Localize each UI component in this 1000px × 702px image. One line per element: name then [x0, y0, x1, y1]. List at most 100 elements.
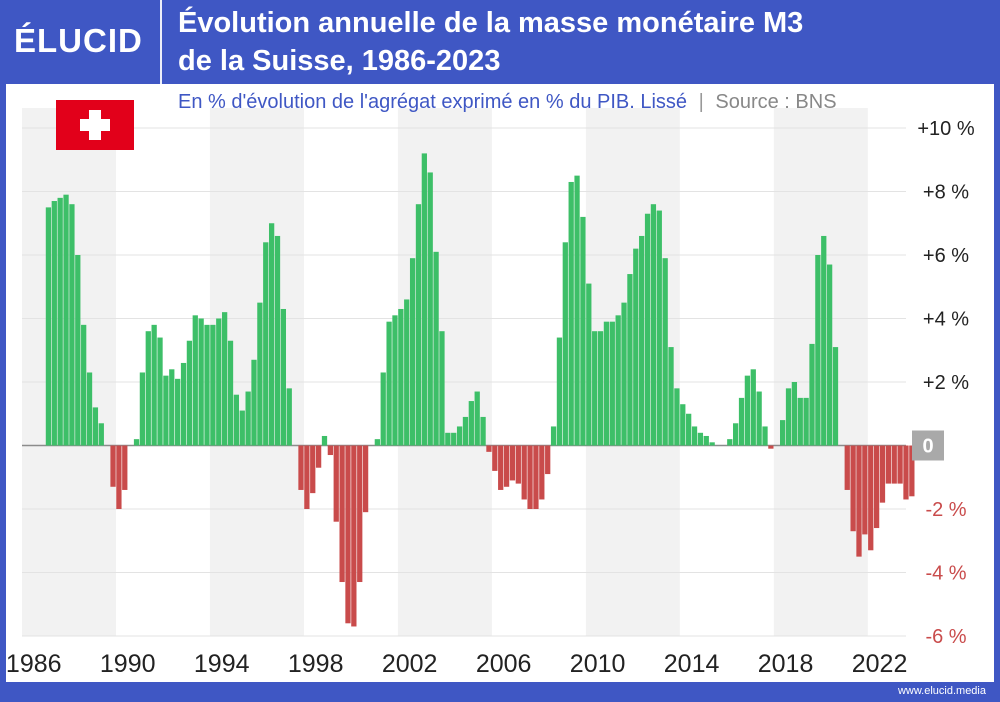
bar: [456, 426, 463, 446]
bar: [568, 181, 574, 446]
bar: [691, 426, 698, 446]
bar: [210, 324, 216, 446]
bar: [480, 416, 486, 446]
bar: [862, 445, 868, 535]
bar: [697, 432, 704, 446]
bar: [709, 442, 715, 446]
bar: [81, 324, 87, 446]
bar: [239, 410, 245, 446]
y-axis-ticks: +10 % +8 % +6 % +4 % +2 % 0 -2 % -4 % -6 %: [912, 118, 975, 648]
bar: [668, 347, 674, 446]
y-tick-label: -4 %: [925, 563, 966, 585]
bar: [556, 337, 563, 446]
bar: [809, 343, 815, 446]
y-tick-label: -6 %: [925, 626, 966, 648]
bar: [57, 197, 63, 446]
y-tick-label: +8 %: [923, 182, 969, 204]
bar: [815, 255, 821, 446]
bar: [785, 388, 792, 446]
bar: [298, 445, 304, 490]
bar: [169, 369, 175, 446]
bar: [780, 420, 786, 446]
chart-title: Évolution annuelle de la masse monétaire…: [178, 4, 988, 80]
bar: [550, 426, 557, 446]
bar: [333, 445, 339, 522]
bar: [339, 445, 345, 583]
bar: [686, 413, 692, 446]
bar: [392, 315, 398, 446]
bar: [98, 423, 104, 446]
bar: [762, 426, 768, 446]
bar: [832, 347, 839, 446]
year-band: [22, 108, 116, 636]
bar: [580, 216, 586, 446]
footer-site: www.elucid.media: [898, 682, 986, 700]
x-axis-ticks: 1986 1990 1994 1998 2002 2006 2010 2014 2018 2022: [6, 650, 907, 678]
bar: [885, 445, 891, 484]
website-link[interactable]: www.elucid.media: [897, 685, 986, 697]
bar: [116, 445, 122, 509]
x-tick-label: 1994: [194, 650, 250, 678]
bar: [451, 432, 457, 446]
bar: [592, 331, 598, 446]
bar: [86, 372, 93, 446]
bar: [492, 445, 498, 471]
y-tick-label: +10 %: [917, 118, 974, 140]
bar: [609, 321, 615, 446]
bar: [639, 235, 645, 446]
x-tick-label: 2018: [758, 650, 814, 678]
bar: [797, 397, 803, 446]
elucid-logo: ÉLUCID: [14, 22, 143, 59]
year-band: [773, 108, 868, 636]
bar: [63, 194, 69, 446]
bar: [462, 416, 469, 446]
bar: [75, 255, 81, 446]
bar: [627, 274, 633, 446]
bar: [351, 445, 357, 627]
bar: [744, 375, 751, 446]
bar: [186, 340, 193, 446]
bar: [803, 397, 809, 446]
bar: [891, 445, 897, 484]
bar: [574, 175, 580, 446]
chart-title-line2: de la Suisse, 1986-2023: [178, 45, 501, 77]
bar: [69, 204, 75, 446]
x-tick-label: 1986: [6, 650, 62, 678]
bar: [856, 445, 862, 557]
bar: [733, 423, 739, 446]
bar: [315, 445, 322, 468]
bar: [539, 445, 545, 500]
bar: [486, 445, 492, 452]
header-bar: ÉLUCID Évolution annuelle de la masse mo…: [0, 0, 1000, 84]
bars: [45, 153, 915, 627]
swiss-flag-icon: [56, 100, 134, 150]
bar: [357, 445, 363, 583]
bar: [192, 315, 198, 446]
chart-subtitle: En % d'évolution de l'agrégat exprimé en…: [178, 90, 837, 114]
x-tick-label: 2014: [664, 650, 720, 678]
bar: [374, 439, 380, 446]
bar: [362, 445, 369, 513]
bar: [286, 388, 292, 446]
bar: [756, 391, 762, 446]
bar: [879, 445, 886, 503]
bar: [650, 204, 657, 446]
x-tick-label: 2002: [382, 650, 438, 678]
bar: [439, 331, 445, 446]
bar: [380, 372, 386, 446]
bar: [415, 204, 422, 446]
bar: [597, 331, 604, 446]
bar: [304, 445, 310, 509]
bar: [409, 258, 416, 446]
bar: [545, 445, 551, 475]
bar: [791, 382, 798, 446]
bar: [222, 312, 228, 446]
bar: [821, 235, 827, 446]
source-note: Source : BNS: [715, 91, 837, 113]
bar: [633, 248, 639, 446]
bar: [844, 445, 850, 490]
bar: [903, 445, 909, 500]
bar: [163, 375, 169, 446]
bar: [92, 407, 99, 446]
